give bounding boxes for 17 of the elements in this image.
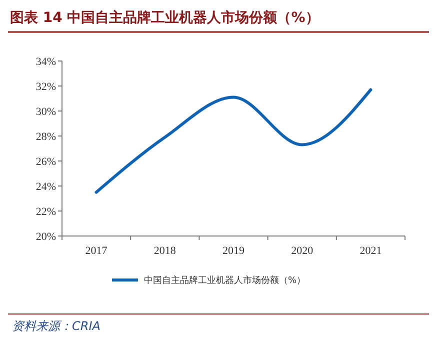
text: 资料来源：CRIA bbox=[12, 319, 100, 333]
x-tick-label: 2019 bbox=[222, 245, 245, 257]
y-tick-label: 30% bbox=[36, 106, 56, 118]
y-tick-label: 24% bbox=[36, 180, 56, 193]
y-tick-label: 22% bbox=[36, 206, 56, 218]
legend-label: 中国自主品牌工业机器人市场份额（%） bbox=[144, 275, 306, 286]
x-tick-label: 2017 bbox=[85, 245, 108, 257]
y-tick-label: 32% bbox=[36, 80, 56, 93]
x-tick-label: 2020 bbox=[291, 245, 314, 257]
line-series bbox=[94, 88, 372, 194]
y-tick-label: 26% bbox=[36, 156, 56, 168]
x-tick-label: 2021 bbox=[360, 245, 382, 257]
y-tick-label: 34% bbox=[36, 56, 56, 68]
y-tick-label: 28% bbox=[36, 130, 56, 143]
y-tick-label: 20% bbox=[36, 230, 56, 243]
x-tick-label: 2018 bbox=[154, 245, 176, 257]
chart-title: 图表 14 中国自主品牌工业机器人市场份额（%） bbox=[10, 9, 320, 26]
